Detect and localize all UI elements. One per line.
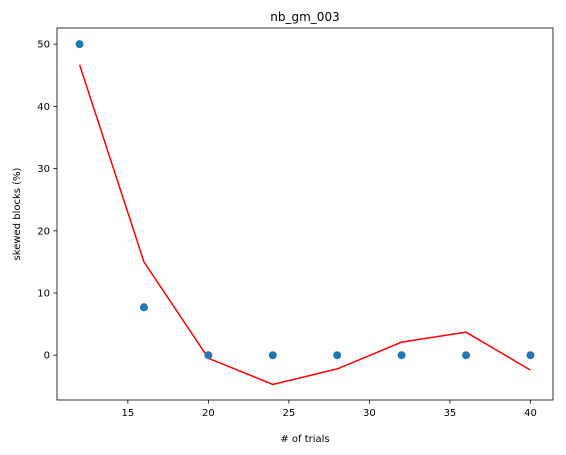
y-tick-label: 40	[37, 102, 50, 113]
x-axis-label: # of trials	[280, 434, 329, 445]
data-point	[526, 351, 535, 360]
data-point	[75, 40, 84, 49]
data-point	[268, 351, 277, 360]
x-tick-label: 35	[444, 408, 457, 419]
data-point	[462, 351, 471, 360]
y-tick-label: 20	[37, 226, 50, 237]
series-layer	[75, 40, 535, 386]
x-tick-label: 30	[363, 408, 376, 419]
x-axis-ticks: 15 20 25 30 35 40	[121, 400, 537, 419]
chart-title: nb_gm_003	[270, 10, 339, 24]
plot-area	[57, 28, 553, 400]
y-tick-label: 30	[37, 164, 50, 175]
x-tick-label: 25	[283, 408, 296, 419]
y-tick-label: 50	[37, 40, 50, 51]
x-tick-label: 15	[121, 408, 134, 419]
y-tick-label: 0	[44, 351, 50, 362]
data-point	[204, 351, 213, 360]
x-tick-label: 20	[202, 408, 215, 419]
data-point	[139, 303, 148, 312]
y-tick-label: 10	[37, 289, 50, 300]
data-point	[397, 351, 406, 360]
data-point	[333, 351, 342, 360]
x-tick-label: 40	[524, 408, 537, 419]
y-axis-ticks: 0 10 20 30 40 50	[37, 40, 57, 362]
plot-frame	[56, 27, 554, 401]
fit-line	[78, 64, 531, 386]
y-axis-label: skewed blocks (%)	[12, 167, 23, 260]
